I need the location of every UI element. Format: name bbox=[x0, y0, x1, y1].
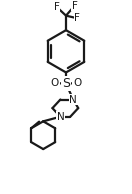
Text: N: N bbox=[69, 94, 77, 105]
Text: F: F bbox=[74, 13, 80, 23]
Text: F: F bbox=[72, 1, 77, 11]
Text: N: N bbox=[56, 112, 64, 122]
Text: O: O bbox=[51, 78, 59, 88]
Text: O: O bbox=[73, 78, 81, 88]
Text: S: S bbox=[62, 77, 70, 90]
Text: F: F bbox=[54, 2, 60, 12]
